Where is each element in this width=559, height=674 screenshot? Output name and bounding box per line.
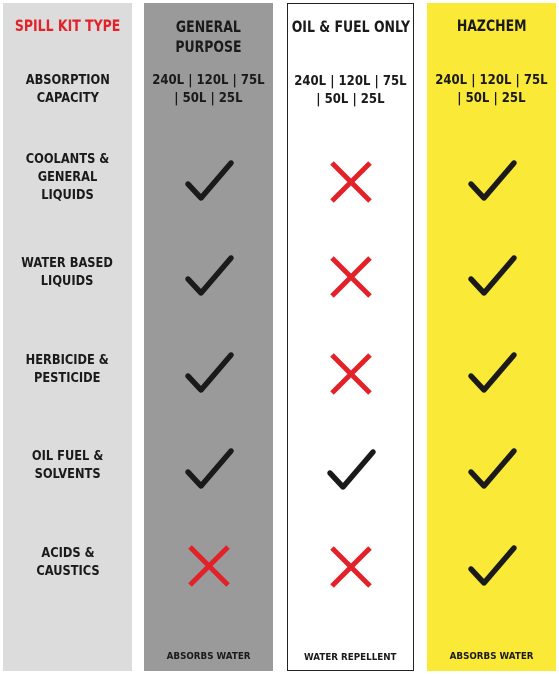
capacity-cell: 240L | 120L | 75L | 50L | 25L (288, 66, 413, 116)
mark-cell (144, 345, 273, 401)
mark-cell (288, 539, 413, 595)
column-title-hazchem: HAZCHEM (456, 15, 527, 35)
row-label-coolants: COOLANTS & GENERAL LIQUIDS (25, 152, 110, 203)
row-label-cell: WATER BASED LIQUIDS (3, 248, 132, 298)
general-purpose-column: GENERAL PURPOSE 240L | 120L | 75L | 50L … (144, 3, 273, 671)
capacity-oil: 240L | 120L | 75L | 50L | 25L (294, 74, 407, 107)
header-cell-oil: OIL & FUEL ONLY (288, 4, 413, 49)
capacity-cell: 240L | 120L | 75L | 50L | 25L (144, 65, 273, 115)
footer-cell: WATER REPELLENT (288, 647, 413, 667)
row-label-water-based: WATER BASED LIQUIDS (21, 256, 114, 289)
check-icon (184, 448, 234, 489)
footer-general: ABSORBS WATER (166, 650, 251, 662)
mark-cell (288, 346, 413, 402)
label-column: SPILL KIT TYPE ABSORPTION CAPACITY COOLA… (3, 3, 132, 671)
row-label-oil-fuel: OIL FUEL & SOLVENTS (31, 449, 104, 482)
check-icon (467, 545, 517, 586)
mark-cell (288, 442, 413, 498)
mark-cell (427, 345, 556, 401)
row-label-cell: ACIDS & CAUSTICS (3, 538, 132, 588)
mark-cell (288, 249, 413, 305)
cross-icon (329, 161, 372, 203)
row-label-absorption-capacity: ABSORPTION CAPACITY (25, 73, 110, 106)
mark-cell (427, 441, 556, 497)
row-label-cell: OIL FUEL & SOLVENTS (3, 441, 132, 491)
footer-oil: WATER REPELLENT (304, 651, 397, 663)
check-icon (467, 160, 517, 201)
footer-cell: ABSORBS WATER (427, 646, 556, 666)
row-label-cell: COOLANTS & GENERAL LIQUIDS (3, 143, 132, 213)
mark-cell (288, 154, 413, 210)
check-icon (467, 448, 517, 489)
check-icon (184, 352, 234, 393)
check-icon (467, 255, 517, 296)
mark-cell (427, 153, 556, 209)
header-cell-spill-kit-type: SPILL KIT TYPE (3, 3, 132, 48)
cross-icon (329, 256, 372, 298)
column-title-spill-kit-type: SPILL KIT TYPE (14, 15, 121, 35)
check-icon (326, 449, 376, 490)
header-cell-hazchem: HAZCHEM (427, 3, 556, 48)
cross-icon (187, 545, 230, 587)
check-icon (467, 352, 517, 393)
column-title-oil-fuel-only: OIL & FUEL ONLY (291, 16, 410, 36)
cross-icon (329, 546, 372, 588)
mark-cell (427, 538, 556, 594)
oil-fuel-column: OIL & FUEL ONLY 240L | 120L | 75L | 50L … (287, 3, 414, 671)
row-label-cell: HERBICIDE & PESTICIDE (3, 345, 132, 395)
capacity-hazchem: 240L | 120L | 75L | 50L | 25L (435, 73, 548, 106)
mark-cell (144, 538, 273, 594)
row-label-acids: ACIDS & CAUSTICS (35, 546, 100, 579)
capacity-general: 240L | 120L | 75L | 50L | 25L (152, 73, 265, 106)
check-icon (184, 160, 234, 201)
header-cell-general: GENERAL PURPOSE (144, 11, 273, 63)
cross-icon (329, 353, 372, 395)
hazchem-column: HAZCHEM 240L | 120L | 75L | 50L | 25L AB… (427, 3, 556, 671)
check-icon (184, 255, 234, 296)
mark-cell (144, 441, 273, 497)
mark-cell (427, 248, 556, 304)
row-label-herbicide: HERBICIDE & PESTICIDE (25, 353, 110, 386)
column-title-general-purpose: GENERAL PURPOSE (175, 17, 242, 56)
footer-hazchem: ABSORBS WATER (449, 650, 534, 662)
mark-cell (144, 153, 273, 209)
footer-cell: ABSORBS WATER (144, 646, 273, 666)
capacity-cell: 240L | 120L | 75L | 50L | 25L (427, 65, 556, 115)
row-label-cell: ABSORPTION CAPACITY (3, 65, 132, 115)
mark-cell (144, 248, 273, 304)
